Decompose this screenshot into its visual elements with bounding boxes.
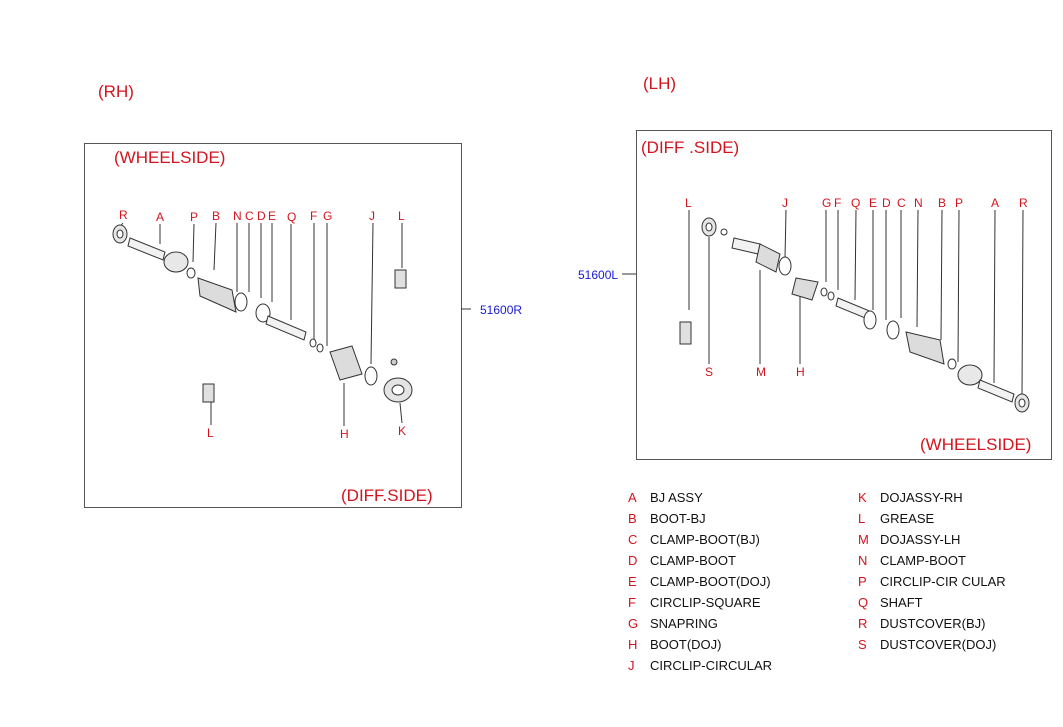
lh-callout-q: Q	[851, 196, 861, 210]
legend-item: M DOJASSY-LH	[858, 532, 961, 547]
legend-item: F CIRCLIP-SQUARE	[628, 595, 761, 610]
lh-callout-h: H	[796, 365, 805, 379]
lh-callout-g: G	[822, 196, 832, 210]
rh-side-title: (RH)	[98, 82, 134, 101]
lh-callout-m: M	[756, 365, 766, 379]
rh-callout-j: J	[369, 209, 375, 223]
rh-callout-c: C	[245, 209, 254, 223]
legend-item: L GREASE	[858, 511, 935, 526]
lh-callout-r: R	[1019, 196, 1028, 210]
legend-item: N CLAMP-BOOT	[858, 553, 966, 568]
lh-side-title: (LH)	[643, 74, 677, 93]
lh-callout-b: B	[938, 196, 947, 210]
lh-diffside-title: (DIFF .SIDE)	[641, 138, 740, 157]
lh-callout-j: J	[782, 196, 788, 210]
rh-callout-p: P	[190, 210, 199, 224]
legend-item: B BOOT-BJ	[628, 511, 706, 526]
lh-callout-c: C	[897, 196, 906, 210]
lh-callout-l: L	[685, 196, 692, 210]
lh-part-code: 51600L	[578, 268, 619, 282]
rh-callout-r: R	[119, 208, 128, 222]
rh-callout-f: F	[310, 209, 318, 223]
legend-item: D CLAMP-BOOT	[628, 553, 736, 568]
legend-item: J CIRCLIP-CIRCULAR	[628, 658, 773, 673]
legend-item: P CIRCLIP-CIR CULAR	[858, 574, 1006, 589]
lh-callout-n: N	[914, 196, 923, 210]
legend-item: E CLAMP-BOOT(DOJ)	[628, 574, 771, 589]
rh-callout-a: A	[156, 210, 165, 224]
rh-callout-d: D	[257, 209, 266, 223]
lh-callout-e: E	[869, 196, 878, 210]
lh-wheelside-title: (WHEELSIDE)	[920, 435, 1032, 454]
legend-item: G SNAPRING	[628, 616, 718, 631]
rh-wheelside-title: (WHEELSIDE)	[114, 148, 226, 167]
rh-callout-b: B	[212, 209, 221, 223]
legend-item: Q SHAFT	[858, 595, 923, 610]
legend-item: C CLAMP-BOOT(BJ)	[628, 532, 760, 547]
rh-callout-n: N	[233, 209, 242, 223]
legend-item: A BJ ASSY	[628, 490, 703, 505]
lh-diagram-panel	[636, 130, 1052, 460]
lh-callout-d: D	[882, 196, 891, 210]
lh-callout-f: F	[834, 196, 842, 210]
lh-callout-p: P	[955, 196, 964, 210]
rh-callout-e: E	[268, 209, 277, 223]
rh-callout-g: G	[323, 209, 333, 223]
lh-callout-a: A	[991, 196, 1000, 210]
rh-diagram-panel	[84, 143, 462, 508]
lh-shaft-assembly	[679, 217, 1030, 413]
rh-callout-k: K	[398, 424, 407, 438]
lh-callout-s: S	[705, 365, 714, 379]
rh-part-code: 51600R	[480, 303, 523, 317]
legend-item: K DOJASSY-RH	[858, 490, 963, 505]
rh-diffside-title: (DIFF.SIDE)	[341, 486, 433, 505]
rh-shaft-assembly	[112, 224, 413, 403]
rh-callout-l-bottom: L	[207, 426, 214, 440]
legend-item: S DUSTCOVER(DOJ)	[858, 637, 997, 652]
rh-callout-l-top: L	[398, 209, 405, 223]
rh-callout-h: H	[340, 427, 349, 441]
legend-item: R DUSTCOVER(BJ)	[858, 616, 986, 631]
rh-callout-q: Q	[287, 210, 297, 224]
legend-item: H BOOT(DOJ)	[628, 637, 722, 652]
